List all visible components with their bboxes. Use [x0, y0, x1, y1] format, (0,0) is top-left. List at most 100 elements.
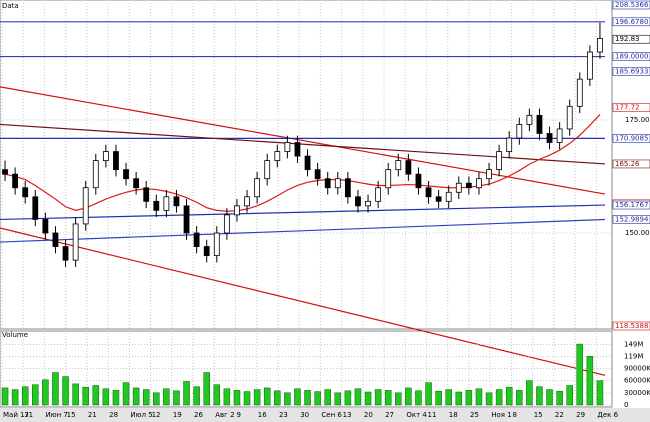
volume-bar	[142, 389, 150, 406]
volume-tick-label: 149M	[624, 340, 643, 348]
x-tick-label: 18	[449, 411, 458, 419]
volume-bar	[11, 389, 19, 406]
candle-body	[254, 178, 261, 198]
candle-body	[264, 160, 271, 180]
volume-bar	[596, 380, 604, 406]
level-label-box	[612, 200, 650, 210]
volume-bar	[243, 391, 251, 406]
moving-average	[4, 114, 601, 212]
volume-bar	[556, 390, 563, 406]
candle-body	[355, 196, 361, 207]
candle-body	[526, 114, 533, 125]
volume-bar	[233, 390, 241, 406]
candle-body	[324, 178, 331, 189]
chart-title: Data	[2, 2, 19, 10]
candle-body	[183, 205, 190, 234]
volume-bar	[364, 391, 372, 406]
x-tick-label: 26	[194, 411, 203, 419]
candle-body	[2, 169, 8, 175]
x-tick-label: 29	[576, 411, 585, 419]
date-axis	[0, 408, 650, 422]
candle-body	[123, 169, 129, 180]
level-label: 185.6933	[615, 68, 648, 76]
volume-bar	[203, 372, 210, 406]
volume-bar	[274, 390, 281, 406]
candle-body	[304, 155, 311, 171]
candle-body	[284, 142, 291, 152]
candle-body	[234, 205, 240, 216]
level-label-box	[612, 215, 650, 224]
level-label-box	[612, 52, 650, 61]
volume-bar	[42, 379, 49, 406]
candle-body	[62, 246, 69, 261]
x-tick-label: 23	[279, 411, 288, 419]
candle-body	[546, 133, 553, 143]
volume-bar	[72, 383, 79, 406]
x-tick-label: 8	[512, 411, 516, 419]
y-tick-label: 150.00	[625, 229, 650, 237]
volume-bar	[445, 389, 452, 406]
volume-bar	[576, 343, 584, 406]
trend-line	[0, 204, 606, 221]
candle-body	[385, 169, 392, 189]
volume-bar	[213, 384, 221, 406]
volume-bar	[344, 390, 352, 406]
candle-body	[516, 124, 523, 139]
volume-bar	[153, 392, 160, 406]
volume-bar	[52, 372, 59, 406]
volume-bar	[384, 390, 392, 406]
x-tick-label: Июн 7	[45, 411, 67, 419]
level-label: 196.6780	[615, 18, 648, 26]
volume-bar	[82, 386, 89, 406]
volume-bar	[425, 382, 432, 406]
volume-bar	[505, 386, 513, 406]
candle-body	[375, 187, 382, 202]
level-label-box	[612, 159, 650, 169]
level-label-box	[612, 134, 650, 143]
volume-title: Volume	[2, 331, 28, 339]
x-tick-label: 12	[152, 411, 161, 419]
candle-body	[32, 196, 39, 220]
candle-body	[455, 182, 462, 193]
x-tick-label: 11	[428, 411, 437, 419]
candle-body	[506, 137, 513, 152]
candle-body	[486, 169, 492, 180]
candle-body	[223, 214, 230, 234]
candle-body	[203, 246, 210, 257]
candle-body	[445, 191, 452, 202]
candle-body	[213, 232, 220, 257]
volume-panel	[0, 330, 613, 408]
x-tick-label: Май 17	[3, 411, 29, 419]
x-tick-label: 13	[343, 411, 352, 419]
volume-bar	[284, 392, 291, 406]
x-tick-label: 27	[385, 411, 394, 419]
candle-body	[163, 196, 170, 211]
x-tick-label: 31	[24, 411, 33, 419]
x-tick-label: Ноя 1	[491, 411, 511, 419]
candle-body	[193, 232, 200, 247]
level-label-box	[612, 321, 650, 331]
volume-bar	[485, 392, 493, 406]
candle-body	[435, 196, 442, 202]
level-label: 170.9085	[615, 134, 648, 142]
level-label: 118.5388	[615, 322, 648, 330]
candle-body	[415, 173, 422, 189]
candle-body	[42, 219, 49, 234]
x-tick-label: Дек 6	[597, 411, 618, 419]
candle-body	[334, 178, 341, 189]
x-tick-label: 20	[364, 411, 373, 419]
level-label: 165.26	[615, 160, 640, 168]
level-label: 177.72	[615, 104, 640, 112]
candle-body	[314, 169, 321, 180]
volume-bar	[193, 386, 200, 406]
candle-body	[344, 178, 351, 198]
trend-line	[0, 123, 606, 165]
candle-body	[92, 160, 99, 189]
volume-bar	[102, 388, 110, 406]
volume-bar	[122, 382, 130, 406]
x-tick-label: 15	[534, 411, 543, 419]
volume-bar	[1, 387, 9, 406]
x-tick-label: 15	[67, 411, 76, 419]
